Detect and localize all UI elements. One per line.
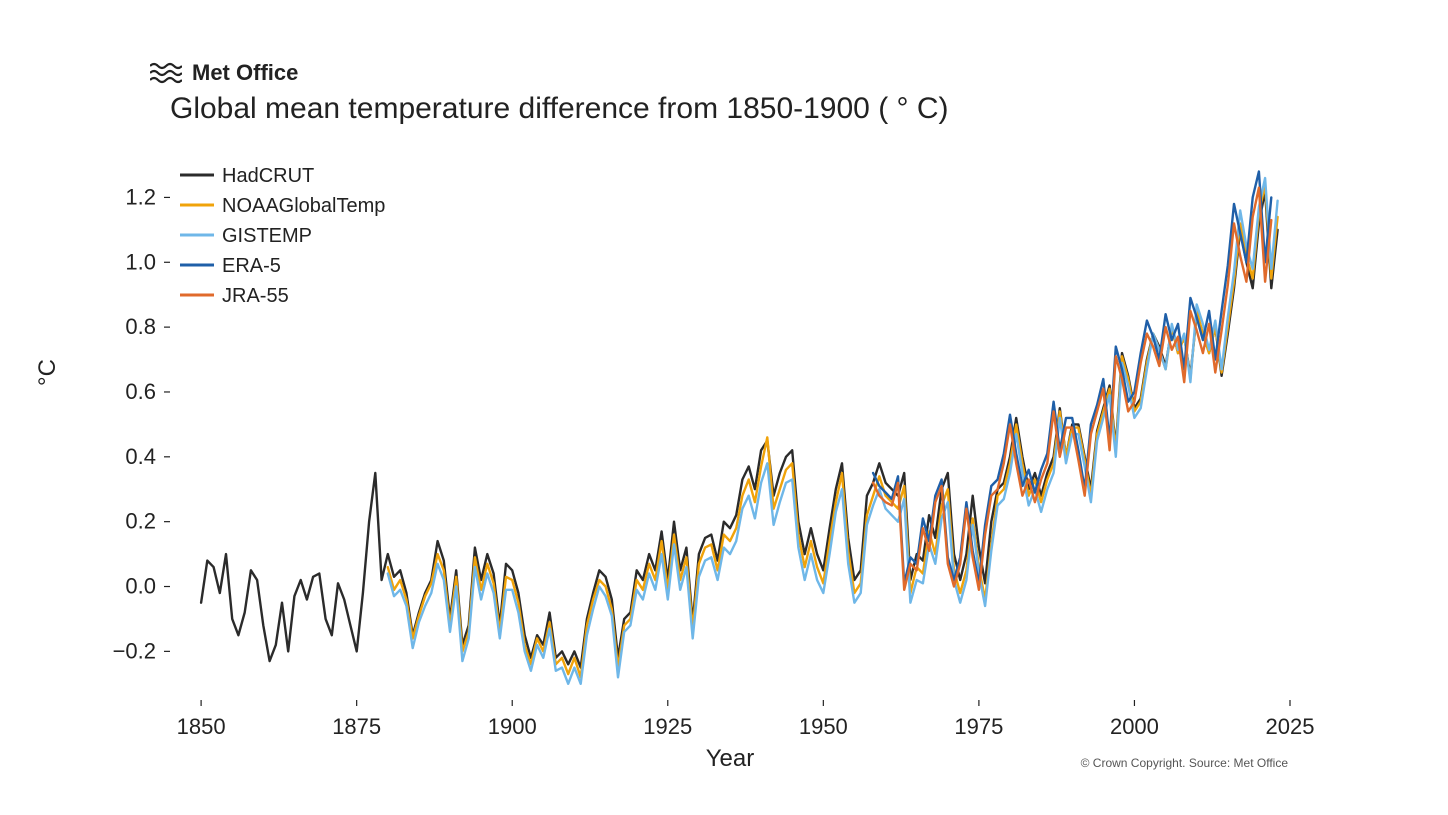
svg-text:0.0: 0.0 [125, 574, 156, 599]
svg-text:1.2: 1.2 [125, 184, 156, 209]
legend-label-noaaglobaltemp: NOAAGlobalTemp [222, 195, 385, 217]
svg-text:−0.2: −0.2 [113, 638, 156, 663]
svg-text:0.6: 0.6 [125, 379, 156, 404]
legend-label-era-5: ERA-5 [222, 255, 281, 277]
svg-text:1900: 1900 [488, 714, 537, 739]
series-line-noaaglobaltemp [388, 185, 1278, 678]
svg-text:1925: 1925 [643, 714, 692, 739]
met-office-logo-block: Met Office [150, 60, 298, 86]
copyright-text: © Crown Copyright. Source: Met Office [1081, 756, 1288, 770]
svg-text:2025: 2025 [1266, 714, 1315, 739]
svg-text:1850: 1850 [177, 714, 226, 739]
svg-text:1.0: 1.0 [125, 249, 156, 274]
logo-text: Met Office [192, 60, 298, 86]
legend-label-hadcrut: HadCRUT [222, 165, 314, 187]
svg-text:°C: °C [34, 359, 61, 386]
series-line-jra-55 [873, 188, 1271, 590]
legend-label-gistemp: GISTEMP [222, 225, 312, 247]
svg-text:1950: 1950 [799, 714, 848, 739]
svg-text:1875: 1875 [332, 714, 381, 739]
svg-text:0.2: 0.2 [125, 509, 156, 534]
svg-text:0.4: 0.4 [125, 444, 156, 469]
svg-text:2000: 2000 [1110, 714, 1159, 739]
svg-text:1975: 1975 [954, 714, 1003, 739]
svg-text:0.8: 0.8 [125, 314, 156, 339]
met-office-wave-icon [150, 62, 182, 84]
svg-text:Year: Year [706, 745, 755, 772]
legend-label-jra-55: JRA-55 [222, 285, 289, 307]
chart-title: Global mean temperature difference from … [170, 92, 949, 126]
